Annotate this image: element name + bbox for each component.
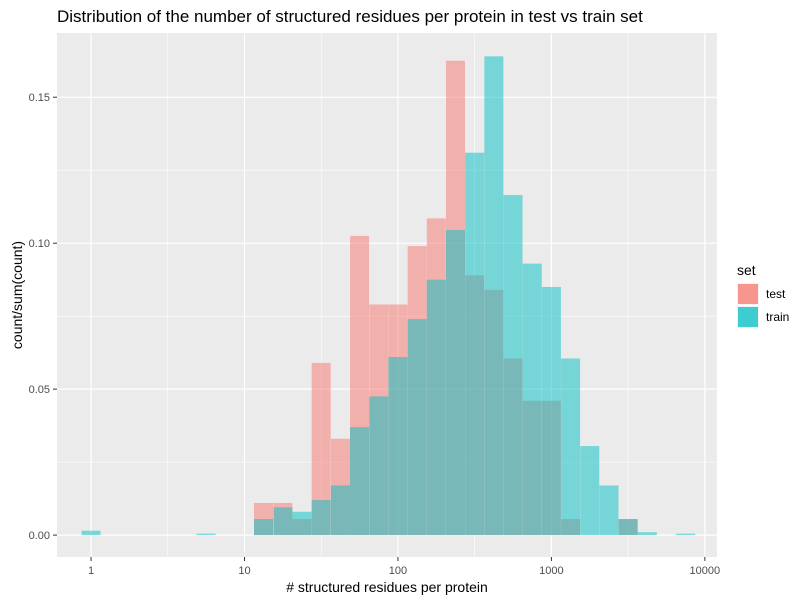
bar-test bbox=[311, 362, 331, 536]
legend-label-test: test bbox=[766, 287, 786, 301]
bar-train bbox=[407, 319, 427, 536]
legend: set test train bbox=[737, 262, 789, 328]
legend-swatch-train bbox=[738, 307, 758, 327]
bar-train bbox=[292, 511, 312, 536]
legend-label-train: train bbox=[766, 310, 789, 324]
bar-train bbox=[484, 56, 504, 536]
bar-train bbox=[350, 427, 370, 536]
chart-title: Distribution of the number of structured… bbox=[57, 7, 643, 26]
x-axis: 1 10 100 1000 10000 bbox=[88, 557, 720, 577]
y-tick-label: 0.15 bbox=[29, 92, 50, 104]
bar-train bbox=[580, 446, 600, 536]
y-tick-label: 0.05 bbox=[29, 384, 50, 396]
bar-train bbox=[637, 532, 657, 536]
x-tick-label: 10 bbox=[238, 565, 250, 577]
bar-train bbox=[541, 286, 561, 536]
bar-train bbox=[369, 396, 389, 536]
bar-train bbox=[599, 485, 619, 536]
bar-train bbox=[445, 230, 465, 536]
bar-train bbox=[330, 485, 350, 536]
bar-train bbox=[253, 519, 274, 536]
bar-train bbox=[388, 357, 408, 536]
legend-swatch-test bbox=[738, 284, 758, 304]
bar-train bbox=[311, 500, 331, 536]
legend-title: set bbox=[737, 262, 756, 278]
x-axis-title: # structured residues per protein bbox=[286, 579, 488, 595]
x-tick-label: 1 bbox=[88, 565, 94, 577]
legend-items: test train bbox=[737, 283, 789, 328]
y-tick-label: 0.10 bbox=[29, 238, 50, 250]
bar-train bbox=[81, 530, 101, 536]
y-axis-title: count/sum(count) bbox=[9, 241, 25, 349]
bar-train bbox=[196, 533, 216, 536]
x-tick-label: 1000 bbox=[539, 565, 563, 577]
bar-train bbox=[273, 507, 293, 536]
bar-train bbox=[522, 263, 542, 536]
bar-train bbox=[618, 519, 638, 536]
bar-train bbox=[503, 195, 523, 536]
bar-train bbox=[561, 358, 581, 536]
bar-train bbox=[426, 279, 446, 536]
y-tick-label: 0.00 bbox=[29, 530, 50, 542]
bar-train bbox=[676, 533, 696, 536]
x-tick-label: 100 bbox=[389, 565, 407, 577]
bar-train bbox=[465, 152, 485, 536]
x-tick-label: 10000 bbox=[690, 565, 721, 577]
bars bbox=[81, 56, 696, 536]
y-axis: 0.00 0.05 0.10 0.15 bbox=[29, 92, 57, 542]
